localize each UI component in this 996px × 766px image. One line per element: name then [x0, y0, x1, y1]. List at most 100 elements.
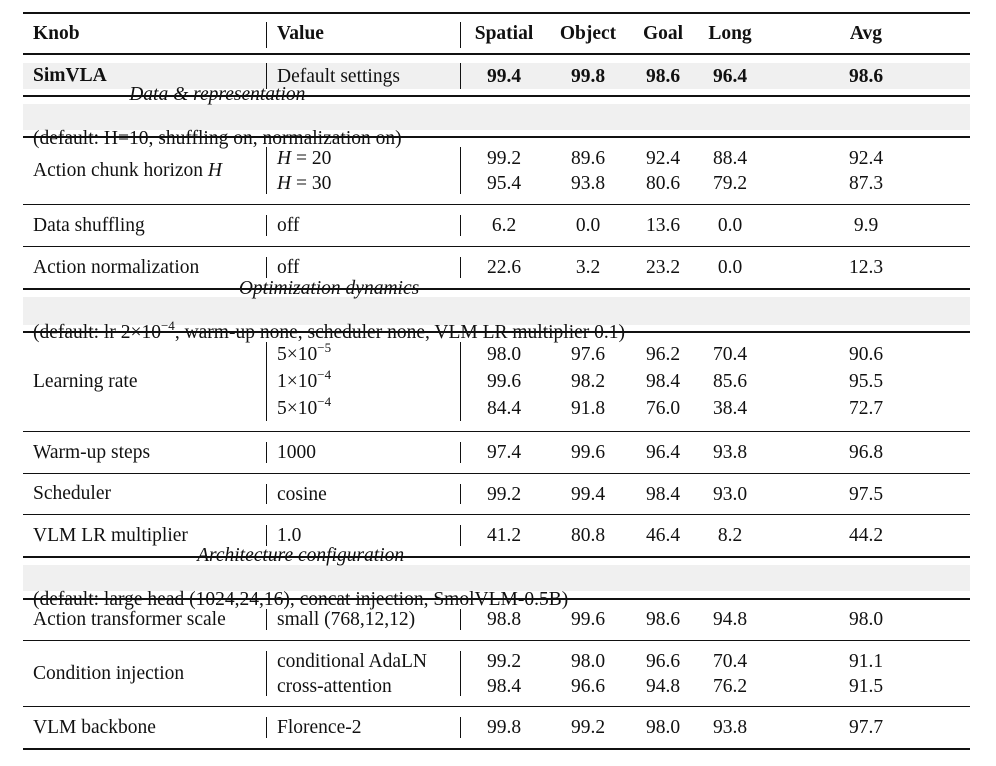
- metric-value: 98.8: [486, 609, 522, 630]
- metric-long-cell: 96.4: [690, 63, 770, 89]
- metric-value: 96.2: [645, 344, 681, 365]
- metric-avg-cell: 44.2: [826, 523, 906, 548]
- metric-value: 0.0: [717, 257, 743, 278]
- value-variable: H: [277, 147, 292, 169]
- metric-value: 99.6: [570, 442, 606, 463]
- knob-cell: Data shuffling: [33, 213, 145, 238]
- value-cell: off: [277, 213, 299, 238]
- knob-text: Learning rate: [33, 370, 138, 392]
- metric-long-cell: 93.0: [690, 482, 770, 506]
- knob-label: Data shuffling: [33, 215, 145, 237]
- section-note: (default: large head (1024,24,16), conca…: [33, 589, 568, 611]
- knob-text: Action normalization: [33, 256, 200, 278]
- table-rule: [23, 556, 970, 558]
- column-divider: [460, 525, 462, 546]
- value-line: Default settings: [277, 65, 400, 87]
- value-line: 1.0: [277, 525, 302, 546]
- metric-object-cell: 99.6: [548, 440, 628, 465]
- knob-cell: VLM backbone: [33, 715, 156, 740]
- metric-value: 99.2: [570, 717, 606, 738]
- metric-value: 76.0: [645, 398, 681, 419]
- section-header-row: Optimization dynamics (default: lr 2×10−…: [23, 278, 970, 343]
- column-divider: [460, 147, 462, 194]
- metric-value: 99.2: [486, 147, 522, 169]
- metric-value: 6.2: [491, 215, 517, 236]
- value-line: off: [277, 257, 300, 278]
- value-cell: 1000: [277, 440, 316, 465]
- table-rule: [23, 12, 970, 14]
- metric-object-cell: 98.0 96.6: [548, 649, 628, 698]
- table-rule: [23, 431, 970, 433]
- section-title: Optimization dynamics: [238, 278, 420, 299]
- column-divider: [460, 22, 462, 48]
- metric-goal-cell: 96.6 94.8: [623, 649, 703, 698]
- knob-cell: Condition injection: [33, 649, 184, 698]
- metric-spatial-cell: 99.4: [464, 63, 544, 89]
- knob-label: Action chunk horizon H: [33, 160, 222, 182]
- value-line: off: [277, 215, 300, 236]
- knob-cell: Warm-up steps: [33, 440, 150, 465]
- metric-spatial-cell: 99.2 95.4: [464, 145, 544, 196]
- metric-value: 98.0: [848, 609, 884, 630]
- header-knob: Knob: [33, 14, 80, 53]
- knob-label: Warm-up steps: [33, 442, 150, 464]
- knob-label: VLM backbone: [33, 717, 156, 739]
- section-title: Architecture configuration: [197, 545, 405, 566]
- value-base: 1×10: [277, 371, 318, 392]
- column-divider: [266, 342, 268, 421]
- value-line: cosine: [277, 483, 327, 505]
- metric-long-cell: 8.2: [690, 523, 770, 548]
- value-cell: 5×10−5 1×10−4 5×10−4: [277, 340, 331, 423]
- table-row: Action normalization off 22.6 3.2 23.2 0.0 12.…: [23, 247, 970, 288]
- value-line: conditional AdaLN: [277, 650, 428, 672]
- metric-long-cell: 0.0: [690, 255, 770, 280]
- metric-object-cell: 0.0: [548, 213, 628, 238]
- knob-label: Action normalization: [33, 257, 199, 279]
- column-divider: [266, 22, 268, 48]
- value-line: 1000: [277, 442, 316, 463]
- metric-value: 80.6: [645, 172, 681, 194]
- metric-value: 99.6: [486, 371, 522, 392]
- metric-value: 99.2: [486, 483, 522, 505]
- metric-long-cell: 88.4 79.2: [690, 145, 770, 196]
- knob-cell: Action chunk horizon H: [33, 145, 222, 196]
- column-divider: [460, 215, 462, 236]
- shaded-band: [23, 565, 970, 591]
- metric-goal-cell: 23.2: [623, 255, 703, 280]
- metric-avg-cell: 97.7: [826, 715, 906, 740]
- knob-text: Data shuffling: [33, 214, 145, 236]
- column-divider: [266, 717, 268, 738]
- table-row: VLM LR multiplier 1.0 41.2 80.8 46.4 8.2 44.2: [23, 515, 970, 556]
- value-line: H = 30: [277, 171, 331, 196]
- metric-long-cell: 70.4 76.2: [690, 649, 770, 698]
- knob-cell: Action normalization: [33, 255, 199, 280]
- column-divider: [460, 484, 462, 504]
- table-rule: [23, 640, 970, 642]
- metric-value: 94.8: [712, 609, 748, 630]
- metric-value: 93.8: [712, 442, 748, 463]
- knob-label: VLM LR multiplier: [33, 525, 188, 547]
- value-cell: off: [277, 255, 299, 280]
- section-header-row: Architecture configuration (default: lar…: [23, 545, 970, 610]
- metric-value: 89.6: [570, 147, 606, 169]
- table-row: Learning rate 5×10−5 1×10−4 5×10−4 98.0 99.6 8…: [23, 332, 970, 431]
- metric-value: 92.4: [848, 147, 884, 169]
- shaded-band: [23, 63, 970, 89]
- value-line: small (768,12,12): [277, 609, 416, 630]
- column-divider: [266, 609, 268, 630]
- metric-value: 96.4: [645, 442, 681, 463]
- header-avg: Avg: [826, 14, 906, 53]
- value-base: 5×10: [277, 398, 318, 419]
- header-goal: Goal: [623, 14, 703, 53]
- knob-text: VLM backbone: [33, 716, 156, 738]
- section-note-text: (default: lr 2×10: [33, 322, 161, 343]
- header-value: Value: [277, 14, 324, 53]
- value-line: 5×10−5: [277, 341, 331, 368]
- metric-spatial-cell: 98.8: [464, 607, 544, 632]
- metric-value: 80.8: [570, 525, 606, 546]
- table-row: Action transformer scale small (768,12,12…: [23, 599, 970, 640]
- header-metric-label: Avg: [849, 22, 883, 44]
- value-base: 5×10: [277, 344, 318, 365]
- knob-text: Action transformer scale: [33, 608, 226, 630]
- knob-text: SimVLA: [33, 65, 107, 86]
